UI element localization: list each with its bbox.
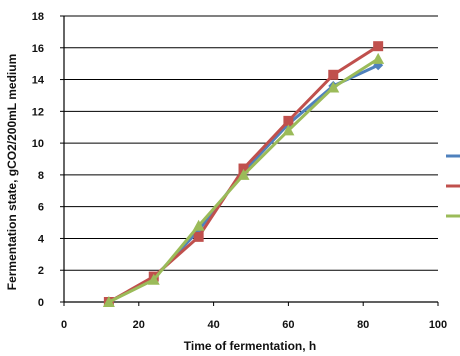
y-tick-label: 4 — [38, 233, 45, 245]
y-tick-label: 14 — [32, 75, 45, 87]
data-point — [327, 81, 340, 93]
data-point — [282, 124, 295, 136]
data-point — [193, 231, 204, 242]
data-point — [238, 163, 249, 174]
data-point — [102, 296, 115, 307]
x-tick-label: 20 — [133, 319, 145, 331]
axes — [60, 15, 439, 306]
x-tick-label: 0 — [61, 319, 67, 331]
y-tick-label: 8 — [38, 170, 44, 182]
x-tick-label: 80 — [357, 319, 369, 331]
data-point — [192, 219, 205, 231]
legend — [446, 154, 460, 218]
series-3 — [102, 52, 385, 307]
data-point — [328, 69, 339, 80]
x-tick-label: 100 — [429, 319, 447, 331]
y-tick-labels: 0 2 4 6 8 10 12 14 16 18 — [32, 11, 45, 309]
series-line — [108, 57, 379, 304]
x-tick-label: 60 — [282, 319, 294, 331]
y-tick-label: 12 — [32, 106, 44, 118]
y-tick-label: 2 — [38, 265, 44, 277]
y-tick-label: 16 — [32, 43, 44, 55]
y-tick-label: 6 — [38, 202, 44, 214]
y-axis-label: Fermentation state, gCO2/200mL medium — [5, 54, 19, 291]
series-group — [102, 41, 385, 307]
series-line — [108, 63, 379, 304]
y-tick-label: 0 — [38, 297, 44, 309]
y-tick-label: 10 — [32, 138, 44, 150]
x-axis-label: Time of fermentation, h — [184, 339, 316, 353]
x-tick-label: 40 — [207, 319, 219, 331]
data-point — [237, 168, 250, 180]
gridlines — [64, 15, 438, 271]
x-tick-labels: 0 20 40 60 80 100 — [61, 319, 447, 331]
data-point — [283, 115, 294, 126]
y-tick-label: 18 — [32, 11, 44, 23]
data-point — [372, 52, 385, 64]
data-point — [147, 273, 160, 285]
data-point — [373, 41, 384, 52]
